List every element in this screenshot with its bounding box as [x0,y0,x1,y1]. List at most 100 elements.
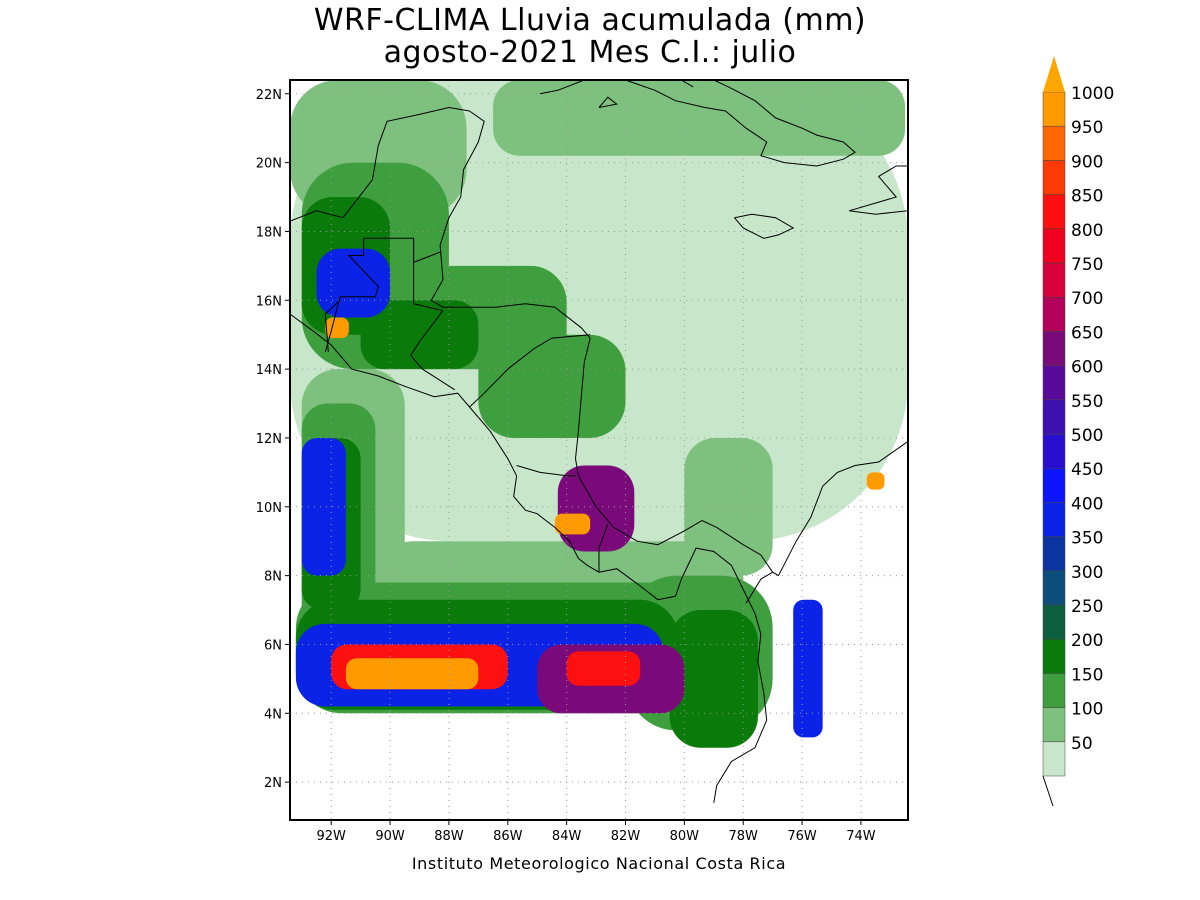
colorbar: 50 100 150 200 250 300 350 400 450 500 550 600 650 70… [1042,56,1114,807]
map-title-line1: WRF-CLIMA Lluvia acumulada (mm) [313,3,867,38]
colorbar-swatch-150 [1042,673,1066,708]
country-border-2 [410,354,456,391]
country-border-1 [413,238,441,264]
colorbar-label-200: 200 [1071,631,1103,651]
axis-ticks: 92W 90W 88W 86W 84W 82W 80W 78W 76W 74W 2N 4N 6N 8N 10… [256,88,876,844]
colorbar-swatch-450 [1042,467,1066,503]
coastline-mainland [290,313,768,803]
colorbar-label-500: 500 [1071,426,1103,446]
lat-tick-label-22N: 22N [256,88,282,103]
country-border-7 [745,571,773,604]
coastlines [290,80,908,803]
coastline-jamaica [734,213,795,239]
lon-tick-label-86W: 86W [493,829,523,844]
colorbar-label-400: 400 [1071,494,1103,514]
coastline-caribbean [430,110,908,577]
colorbar-underflow-tail [1042,775,1054,807]
colorbar-swatch-850 [1042,194,1066,230]
coastline-cuba [540,80,585,95]
lat-tick-label-20N: 20N [256,157,282,172]
country-border-4 [469,334,591,408]
lat-tick-label-10N: 10N [256,501,282,516]
colorbar-overflow-arrow [1043,56,1065,92]
country-borders [324,237,773,604]
colorbar-swatch-600 [1042,365,1066,401]
lon-tick-label-82W: 82W [611,829,641,844]
country-border-6 [598,523,609,573]
colorbar-label-250: 250 [1071,597,1103,617]
lon-tick-label-88W: 88W [434,829,464,844]
colorbar-label-900: 900 [1071,152,1103,172]
colorbar-label-150: 150 [1071,665,1103,685]
colorbar-label-750: 750 [1071,255,1103,275]
lat-tick-label-2N: 2N [264,776,282,791]
colorbar-swatch-400 [1042,502,1066,537]
colorbar-label-50: 50 [1071,734,1093,754]
lon-tick-label-76W: 76W [787,829,817,844]
colorbar-swatch-700 [1042,296,1066,332]
rain-area-1000mm-3 [325,317,349,339]
rain-area-650mm-1 [557,465,635,552]
colorbar-swatch-300 [1042,570,1066,606]
rain-area-1000mm-2 [866,472,885,490]
lat-tick-label-14N: 14N [256,363,282,378]
colorbar-label-850: 850 [1071,187,1103,207]
colorbar-label-450: 450 [1071,460,1103,480]
rain-area-1000mm-0 [345,658,479,690]
colorbar-swatch-200 [1042,638,1066,674]
rain-area-1000mm-1 [554,513,591,535]
colorbar-label-800: 800 [1071,221,1103,241]
country-border-5 [516,465,576,477]
rain-area-150mm-2 [478,334,626,438]
lat-tick-label-4N: 4N [264,707,282,722]
colorbar-label-600: 600 [1071,358,1103,378]
coastline-hispaniola [848,165,908,215]
rainfall-field [290,80,908,748]
colorbar-swatch-950 [1042,125,1066,161]
lon-tick-label-84W: 84W [552,829,582,844]
colorbar-swatch-350 [1042,536,1066,572]
colorbar-label-550: 550 [1071,392,1103,412]
lon-tick-label-90W: 90W [375,829,405,844]
colorbar-swatch-50 [1042,741,1066,777]
colorbar-swatch-650 [1042,331,1066,366]
colorbar-label-300: 300 [1071,563,1103,583]
colorbar-label-650: 650 [1071,323,1103,343]
rain-area-400mm-0 [316,248,391,318]
colorbar-swatch-250 [1042,604,1066,640]
graticule [290,80,908,820]
lat-tick-label-16N: 16N [256,294,282,309]
rain-area-400mm-1 [301,437,346,576]
colorbar-swatch-900 [1042,160,1066,195]
colorbar-label-1000: 1000 [1071,84,1114,104]
lat-tick-label-6N: 6N [264,638,282,653]
coastline-yucatan-gulf [342,106,470,219]
lon-tick-label-78W: 78W [728,829,758,844]
colorbar-label-950: 950 [1071,118,1103,138]
coastline-cuba-south [625,80,856,167]
colorbar-swatch-550 [1042,399,1066,435]
colorbar-swatch-1000 [1042,91,1066,127]
coastline-island-1 [598,96,618,108]
colorbar-swatch-100 [1042,707,1066,743]
rain-area-400mm-3 [793,599,823,738]
colorbar-swatch-750 [1042,262,1066,298]
credit-text: Instituto Meteorologico Nacional Costa R… [411,854,787,873]
rain-area-200mm-1 [360,300,479,370]
lat-tick-label-8N: 8N [264,570,282,585]
coastline-gulf-mexico [290,210,344,222]
lat-tick-label-18N: 18N [256,225,282,240]
lat-tick-label-12N: 12N [256,432,282,447]
lon-tick-label-74W: 74W [846,829,876,844]
country-border-8 [324,299,341,352]
colorbar-label-100: 100 [1071,700,1103,720]
rain-area-850mm-1 [566,651,641,686]
coastline-island-0 [681,80,694,88]
rain-area-200mm-4 [669,610,758,748]
colorbar-label-700: 700 [1071,289,1103,309]
colorbar-label-350: 350 [1071,529,1103,549]
map-frame [289,79,909,821]
map-title-line2: agosto-2021 Mes C.I.: julio [383,35,797,70]
colorbar-swatch-800 [1042,228,1066,264]
